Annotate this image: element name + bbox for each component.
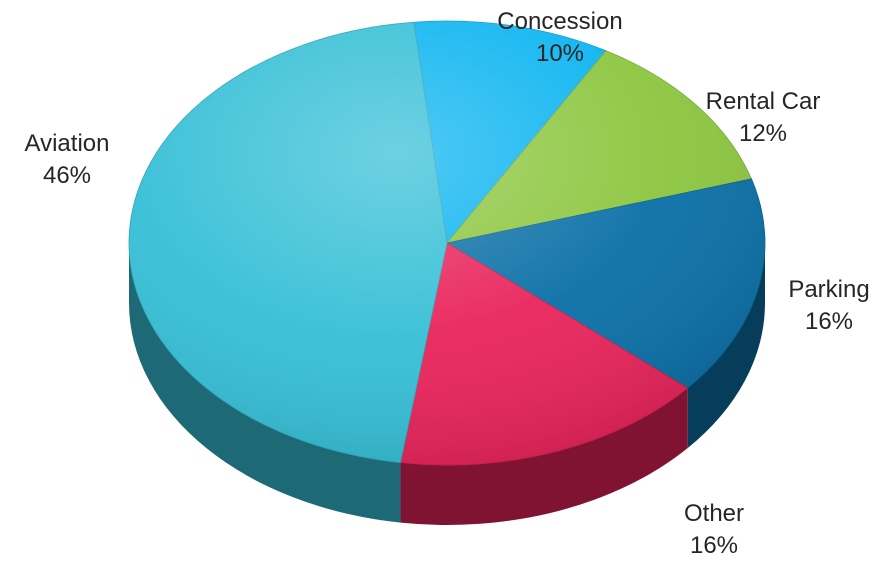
slice-value: 10% [535, 40, 585, 67]
slice-name: Parking [788, 276, 870, 303]
slice-label-concession: Concession 10% [497, 6, 622, 70]
slice-label-aviation: Aviation 46% [25, 128, 110, 192]
slice-label-rental-car: Rental Car 12% [706, 86, 821, 150]
slice-value: 46% [42, 162, 92, 189]
slice-value: 16% [804, 308, 854, 335]
slice-value: 16% [689, 532, 739, 559]
slice-value: 12% [738, 120, 788, 147]
slice-name: Other [683, 500, 745, 527]
slice-label-parking: Parking 16% [788, 274, 869, 338]
slice-name: Aviation [24, 130, 110, 157]
slice-label-other: Other 16% [684, 498, 744, 562]
slice-name: Rental Car [705, 88, 821, 115]
slice-name: Concession [497, 8, 623, 35]
